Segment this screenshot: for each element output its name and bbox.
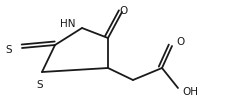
Text: S: S [36, 80, 43, 90]
Text: OH: OH [181, 87, 197, 97]
Text: O: O [175, 37, 183, 47]
Text: S: S [5, 45, 12, 55]
Text: HN: HN [60, 19, 76, 29]
Text: O: O [119, 6, 128, 16]
